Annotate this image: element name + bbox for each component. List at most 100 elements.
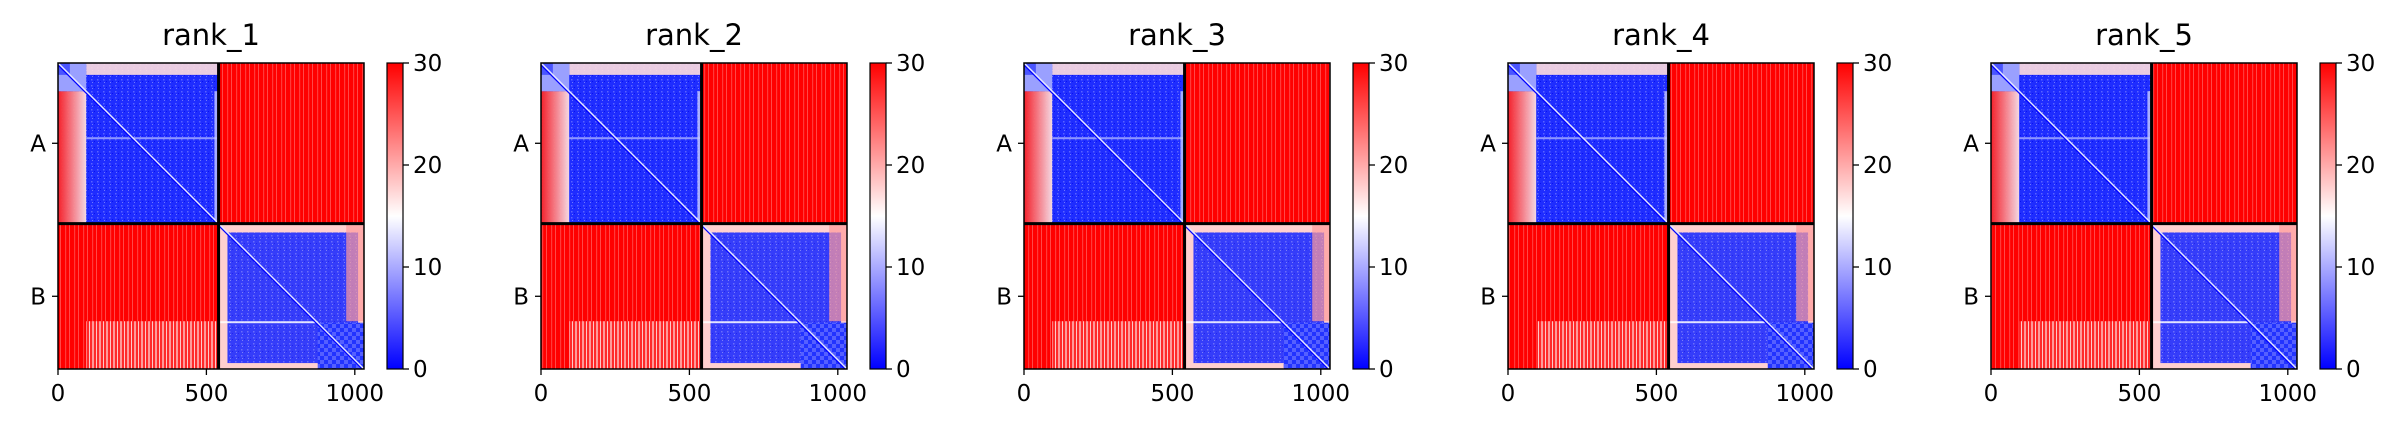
heatmap-block-a-stripe	[1536, 137, 1669, 140]
colorbar	[386, 62, 404, 370]
colorbar-tick-label: 0	[2346, 357, 2361, 383]
heatmap-block-a-right	[697, 91, 702, 224]
colorbar-tick-label: 10	[896, 255, 925, 281]
y-tick-label: B	[1963, 284, 1979, 310]
heatmap-panel: rank_3 0 500 1000 A B 0 10 20 30	[996, 18, 1408, 407]
colorbar-tick-label: 30	[2346, 51, 2375, 77]
heatmap-interchain-band	[86, 321, 219, 369]
heatmap-block-b-band	[1312, 225, 1330, 322]
heatmap-interchain-band	[569, 321, 702, 369]
colorbar-tick-label: 30	[1379, 51, 1408, 77]
heatmap-block-b-band	[1796, 225, 1814, 322]
heatmap-diagonal	[1508, 63, 1814, 369]
heatmap-block-b-band	[346, 225, 364, 322]
colorbar	[1836, 62, 1854, 370]
x-tick-label: 500	[184, 381, 228, 407]
heatmap-cells	[541, 63, 847, 369]
plot-frame	[1990, 62, 2298, 370]
heatmap-interchain-band	[2019, 321, 2152, 369]
colorbar-tick-label: 0	[1379, 357, 1394, 383]
heatmap-diagonal	[1024, 63, 1330, 369]
colorbar-tick-label: 30	[413, 51, 442, 77]
colorbar	[2319, 62, 2337, 370]
colorbar-tick-label: 10	[413, 255, 442, 281]
heatmap-cells	[1991, 63, 2297, 369]
heatmap-block-b-band	[829, 225, 847, 322]
colorbar-tick-label: 0	[896, 357, 911, 383]
x-tick-label: 0	[51, 381, 66, 407]
panel-title: rank_5	[2095, 18, 2193, 52]
heatmap-diagonal	[541, 63, 847, 369]
plot-frame	[1507, 62, 1815, 370]
panel-title: rank_1	[162, 18, 260, 52]
x-tick-label: 1000	[326, 381, 385, 407]
heatmap-diagonal-shadow	[58, 64, 363, 369]
colorbar-tick-label: 0	[413, 357, 428, 383]
colorbar-tick-label: 10	[1379, 255, 1408, 281]
heatmap-block-a-edge	[1024, 91, 1053, 224]
panel-title: rank_4	[1612, 18, 1710, 52]
panel-title: rank_3	[1128, 18, 1226, 52]
heatmap-block-a-edge	[58, 91, 87, 224]
plot-frame	[540, 62, 848, 370]
colorbar	[869, 62, 887, 370]
heatmap-block-a-top	[86, 63, 219, 75]
heatmap-cterm-edge	[1184, 321, 1284, 324]
x-tick-label: 0	[1984, 381, 1999, 407]
x-tick-label: 1000	[2259, 381, 2318, 407]
heatmap-panel: rank_5 0 500 1000 A B 0 10 20 30	[1963, 18, 2375, 407]
heatmap-block-a-right	[1664, 91, 1669, 224]
heatmap-block-b-band	[2279, 225, 2297, 322]
heatmap-diagonal-shadow	[1024, 64, 1329, 369]
heatmap-panel: rank_4 0 500 1000 A B 0 10 20 30	[1480, 18, 1892, 407]
heatmap-block-a-right	[214, 91, 219, 224]
plot-frame	[57, 62, 365, 370]
colorbar-tick-label: 20	[1379, 153, 1408, 179]
y-tick-label: A	[513, 131, 529, 157]
heatmap-cells	[1024, 63, 1330, 369]
heatmap-block-a-top	[2019, 63, 2152, 75]
heatmap-block-a-stripe	[1052, 137, 1185, 140]
panel-title: rank_2	[645, 18, 743, 52]
heatmap-block-a-stripe	[569, 137, 702, 140]
colorbar-tick-label: 20	[1863, 153, 1892, 179]
heatmap-diagonal-shadow	[1508, 64, 1813, 369]
plot-frame	[1023, 62, 1331, 370]
heatmap-block-a-top	[1536, 63, 1669, 75]
heatmap-cterm-edge	[218, 321, 318, 324]
heatmap-cells	[58, 63, 364, 369]
x-tick-label: 0	[1017, 381, 1032, 407]
heatmap-block-a-stripe	[86, 137, 219, 140]
heatmap-block-a-edge	[541, 91, 570, 224]
heatmap-panel: rank_2 0 500 1000 A B 0 10 20 30	[513, 18, 925, 407]
y-tick-label: B	[996, 284, 1012, 310]
x-tick-label: 1000	[1292, 381, 1351, 407]
colorbar	[1352, 62, 1370, 370]
heatmap-interchain-band	[1536, 321, 1669, 369]
colorbar-tick-label: 10	[2346, 255, 2375, 281]
y-tick-label: B	[513, 284, 529, 310]
heatmap-block-a-top	[1052, 63, 1185, 75]
colorbar-tick-label: 20	[896, 153, 925, 179]
heatmap-block-a-right	[1180, 91, 1185, 224]
y-tick-label: A	[996, 131, 1012, 157]
heatmap-block-a-stripe	[2019, 137, 2152, 140]
colorbar-tick-label: 20	[2346, 153, 2375, 179]
x-tick-label: 500	[2117, 381, 2161, 407]
heatmap-diagonal	[1991, 63, 2297, 369]
heatmap-block-a-edge	[1991, 91, 2020, 224]
heatmap-cterm-edge	[701, 321, 801, 324]
y-tick-label: B	[30, 284, 46, 310]
heatmap-panel: rank_1 0 500 1000 A B 0 10 20 30	[30, 18, 442, 407]
x-tick-label: 0	[534, 381, 549, 407]
heatmap-diagonal	[58, 63, 364, 369]
x-tick-label: 500	[667, 381, 711, 407]
x-tick-label: 500	[1634, 381, 1678, 407]
y-tick-label: A	[30, 131, 46, 157]
y-tick-label: A	[1963, 131, 1979, 157]
heatmap-cells	[1508, 63, 1814, 369]
x-tick-label: 1000	[1776, 381, 1835, 407]
colorbar-tick-label: 30	[1863, 51, 1892, 77]
heatmap-diagonal-shadow	[541, 64, 846, 369]
